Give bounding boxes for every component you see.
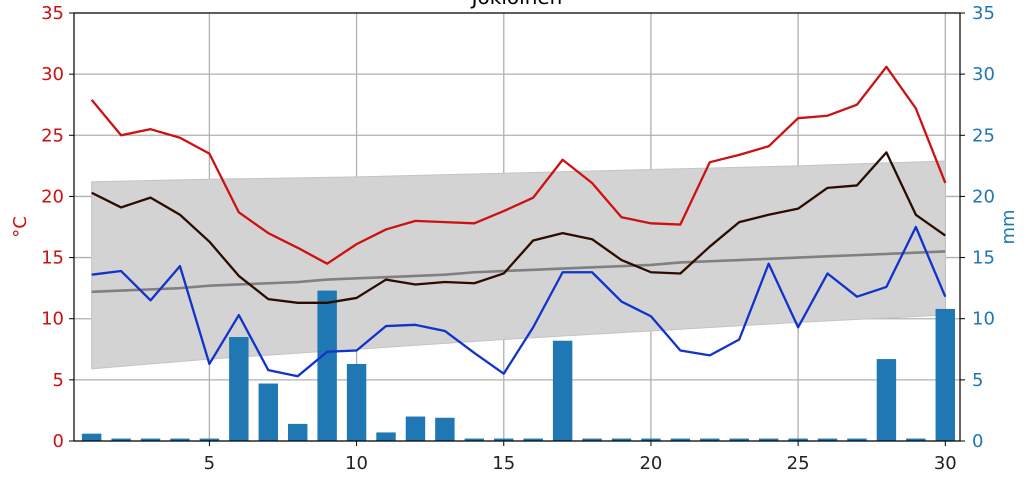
y-tick-label-right: 30 [972, 64, 995, 85]
precipitation-bar [523, 438, 543, 441]
x-tick-label: 15 [492, 453, 515, 474]
x-tick-label: 30 [934, 453, 957, 474]
precipitation-bar [435, 417, 455, 441]
precipitation-bar [287, 423, 308, 441]
precipitation-bar [847, 438, 867, 441]
series-line [91, 250, 946, 294]
precipitation-bar [111, 438, 131, 441]
y-axis-label-left: °C [10, 216, 31, 238]
precipitation-bar [876, 359, 897, 441]
x-tick-label: 25 [787, 453, 810, 474]
y-tick-label-left: 35 [41, 3, 64, 24]
x-tick-label: 20 [639, 453, 662, 474]
x-tick-label: 10 [345, 453, 368, 474]
precipitation-bar [464, 438, 485, 441]
y-tick-label-left: 30 [41, 64, 64, 85]
y-axis-label-right: mm [998, 209, 1019, 244]
precipitation-bar [817, 438, 838, 441]
precipitation-bar [317, 290, 337, 441]
precipitation-bar [670, 438, 691, 441]
y-tick-label-right: 20 [972, 186, 995, 207]
precipitation-bar [258, 383, 278, 441]
precipitation-bar [935, 308, 955, 441]
y-tick-label-left: 5 [53, 370, 64, 391]
series-line [90, 65, 947, 265]
y-tick-label-right: 35 [972, 3, 995, 24]
precipitation-bar [641, 438, 661, 441]
y-tick-label-left: 15 [41, 248, 64, 269]
precipitation-bars [81, 290, 955, 441]
precipitation-bar [788, 438, 808, 441]
series-line [91, 225, 947, 378]
precipitation-bar [494, 438, 514, 441]
temperature-lines [90, 65, 947, 378]
precipitation-bar [906, 438, 926, 441]
y-tick-label-right: 15 [972, 248, 995, 269]
precipitation-bar [729, 438, 749, 441]
chart-title: Jokioinen [470, 0, 563, 9]
precipitation-bar [405, 416, 426, 441]
plot-frame [73, 12, 961, 442]
y-tick-label-left: 25 [41, 125, 64, 146]
precipitation-bar [81, 433, 102, 441]
axes: 0 0 5 5 10 10 15 15 20 20 25 25 30 30 35 35 5 10 15 20 25 30 [41, 3, 995, 474]
y-tick-label-right: 10 [972, 309, 995, 330]
precipitation-bar [346, 363, 367, 441]
y-tick-label-right: 25 [972, 125, 995, 146]
y-tick-label-left: 10 [41, 309, 64, 330]
precipitation-bar [700, 438, 720, 441]
series-line [91, 151, 946, 304]
precipitation-bar [170, 438, 190, 441]
y-tick-label-right: 5 [972, 370, 983, 391]
precipitation-bar [199, 438, 220, 441]
precipitation-bar [552, 340, 573, 441]
precipitation-bar [582, 438, 602, 441]
precipitation-bar [611, 438, 632, 441]
y-tick-label-left: 0 [53, 431, 64, 452]
y-tick-label-left: 20 [41, 186, 64, 207]
precipitation-bar [229, 337, 249, 441]
precipitation-bar [140, 438, 161, 441]
y-tick-label-right: 0 [972, 431, 983, 452]
precipitation-bar [758, 438, 779, 441]
normal-range-area [91, 160, 946, 370]
x-tick-label: 5 [204, 453, 215, 474]
precipitation-bar [376, 432, 396, 441]
normal-range-band [91, 160, 946, 370]
